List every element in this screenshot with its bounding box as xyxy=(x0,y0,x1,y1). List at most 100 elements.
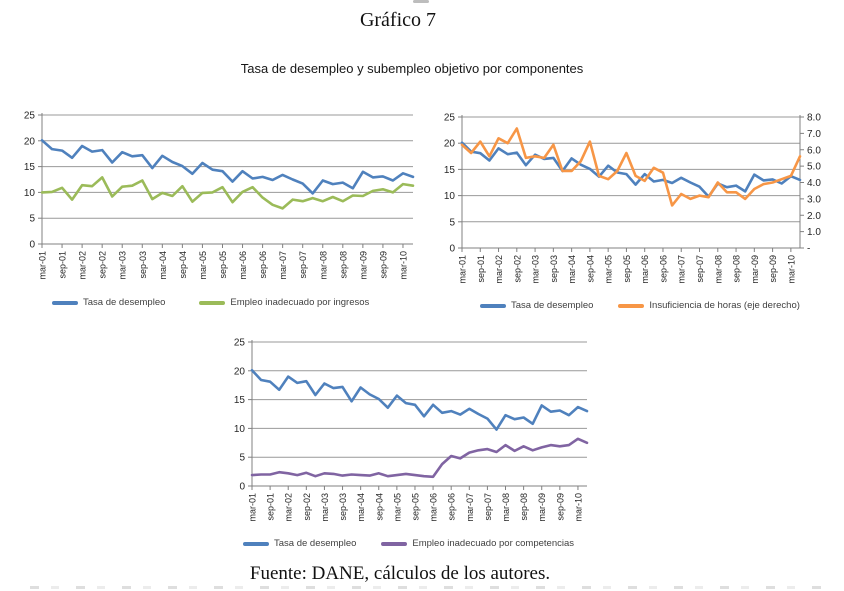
x-axis-label: mar-02 xyxy=(284,493,294,522)
x-axis-label: mar-05 xyxy=(198,251,208,280)
x-axis-label: sep-03 xyxy=(338,493,348,521)
x-axis-label: mar-01 xyxy=(458,255,468,284)
series-line xyxy=(250,368,589,431)
x-axis-label: mar-07 xyxy=(677,255,687,284)
chart-legend: Tasa de desempleo Empleo inadecuado por c… xyxy=(243,538,574,549)
legend-line-swatch xyxy=(480,303,506,308)
legend-label: Tasa de desempleo xyxy=(83,297,166,308)
right-axis-label: 1.0 xyxy=(807,227,821,238)
x-axis-label: sep-07 xyxy=(695,255,705,283)
x-axis-label: sep-05 xyxy=(410,493,420,521)
legend-label: Tasa de desempleo xyxy=(274,538,357,549)
x-axis-label: mar-04 xyxy=(567,255,577,284)
y-axis-label: 25 xyxy=(24,111,36,122)
x-axis-label: sep-08 xyxy=(732,255,742,283)
chart-canvas: 0 5 10 15 20 25 8.0 7.0 6.0 5.0 4.0 3.0 2.0 1.0 - mar-0… xyxy=(444,113,821,284)
right-axis-label: - xyxy=(807,244,810,255)
right-axis-label: 3.0 xyxy=(807,194,821,205)
x-axis-label: sep-02 xyxy=(98,251,108,279)
x-axis-label: mar-03 xyxy=(118,251,128,280)
y-axis-label: 15 xyxy=(234,395,246,406)
series-line xyxy=(40,138,415,195)
y-axis-label: 5 xyxy=(449,217,455,228)
legend-item: Tasa de desempleo xyxy=(480,300,593,311)
chart-legend: Tasa de desempleo Insuficiencia de horas … xyxy=(480,300,800,311)
x-axis-label: mar-05 xyxy=(392,493,402,522)
x-axis-label: mar-04 xyxy=(158,251,168,280)
x-axis-label: sep-05 xyxy=(622,255,632,283)
x-axis-label: mar-03 xyxy=(320,493,330,522)
y-axis-label: 15 xyxy=(24,162,36,173)
chart-legend: Tasa de desempleo Empleo inadecuado por i… xyxy=(52,297,369,308)
right-axis-label: 8.0 xyxy=(807,113,821,124)
series-line xyxy=(40,176,415,210)
x-axis-label: mar-07 xyxy=(278,251,288,280)
y-axis-label: 20 xyxy=(444,139,456,150)
x-axis-label: sep-04 xyxy=(585,255,595,283)
figure-title: Gráfico 7 xyxy=(359,9,437,31)
x-axis-label: mar-04 xyxy=(356,493,366,522)
x-axis-label: sep-06 xyxy=(658,255,668,283)
x-axis-label: mar-09 xyxy=(358,251,368,280)
x-axis-label: mar-01 xyxy=(248,493,258,522)
legend-item: Empleo inadecuado por competencias xyxy=(381,538,574,549)
right-axis-label: 6.0 xyxy=(807,145,821,156)
figure-subtitle: Tasa de desempleo y subempleo objetivo p… xyxy=(240,61,584,76)
x-axis-label: mar-08 xyxy=(501,493,511,522)
legend-label: Insuficiencia de horas (eje derecho) xyxy=(649,300,800,311)
x-axis-label: mar-07 xyxy=(465,493,475,522)
right-axis-label: 7.0 xyxy=(807,129,821,140)
legend-item: Empleo inadecuado por ingresos xyxy=(199,297,369,308)
legend-item: Tasa de desempleo xyxy=(243,538,356,549)
legend-line-swatch xyxy=(618,303,645,308)
y-axis-label: 0 xyxy=(239,482,245,493)
legend-label: Empleo inadecuado por ingresos xyxy=(230,297,370,308)
x-axis-label: mar-01 xyxy=(38,251,48,280)
cut-off-text-artifact-bottom xyxy=(30,586,824,589)
x-axis-label: sep-09 xyxy=(768,255,778,283)
y-axis-label: 5 xyxy=(29,214,35,225)
x-axis-label: sep-04 xyxy=(374,493,384,521)
cut-off-text-artifact-top xyxy=(413,0,429,3)
x-axis-label: sep-03 xyxy=(549,255,559,283)
x-axis-label: mar-08 xyxy=(713,255,723,284)
series-line xyxy=(460,127,802,207)
x-axis-label: mar-06 xyxy=(429,493,439,522)
x-axis-label: sep-08 xyxy=(338,251,348,279)
y-axis-label: 20 xyxy=(234,366,246,377)
figure-source: Fuente: DANE, cálculos de los autores. xyxy=(249,563,551,584)
x-axis-label: sep-05 xyxy=(218,251,228,279)
legend-line-swatch xyxy=(243,541,269,546)
legend-line-swatch xyxy=(199,300,226,305)
chart-unemployment-vs-competences: 0 5 10 15 20 25 mar-01 sep-01 mar-02 sep-02 mar-03… xyxy=(215,330,635,552)
x-axis-label: sep-03 xyxy=(138,251,148,279)
x-axis-label: mar-08 xyxy=(318,251,328,280)
x-axis-label: sep-06 xyxy=(258,251,268,279)
x-axis-label: mar-09 xyxy=(537,493,547,522)
x-axis-label: mar-02 xyxy=(494,255,504,284)
y-axis-label: 20 xyxy=(24,136,36,147)
x-axis-label: mar-06 xyxy=(640,255,650,284)
x-axis-label: sep-01 xyxy=(58,251,68,279)
legend-item: Tasa de desempleo xyxy=(52,297,165,308)
x-axis-label: mar-09 xyxy=(750,255,760,284)
chart-canvas: 0 5 10 15 20 25 mar-01 sep-01 mar-02 sep-02 mar-03… xyxy=(234,338,589,522)
y-axis-label: 25 xyxy=(444,113,456,124)
y-axis-label: 10 xyxy=(24,188,36,199)
legend-line-swatch xyxy=(52,300,78,305)
x-axis-label: sep-06 xyxy=(447,493,457,521)
y-axis-label: 10 xyxy=(234,424,246,435)
x-axis-label: sep-02 xyxy=(512,255,522,283)
y-axis-label: 25 xyxy=(234,338,246,349)
x-axis-label: mar-06 xyxy=(238,251,248,280)
chart-unemployment-vs-income: 0 5 10 15 20 25 mar-01 sep-01 mar-02 sep-02 mar-03… xyxy=(8,103,420,318)
x-axis-label: sep-01 xyxy=(266,493,276,521)
x-axis-label: mar-10 xyxy=(398,251,408,280)
series-line xyxy=(250,437,589,479)
legend-label: Empleo inadecuado por competencias xyxy=(412,538,574,549)
x-axis-label: mar-10 xyxy=(786,255,796,284)
chart-canvas: 0 5 10 15 20 25 mar-01 sep-01 mar-02 sep-02 mar-03… xyxy=(24,111,415,280)
legend-line-swatch xyxy=(381,541,408,546)
x-axis-label: mar-03 xyxy=(531,255,541,284)
